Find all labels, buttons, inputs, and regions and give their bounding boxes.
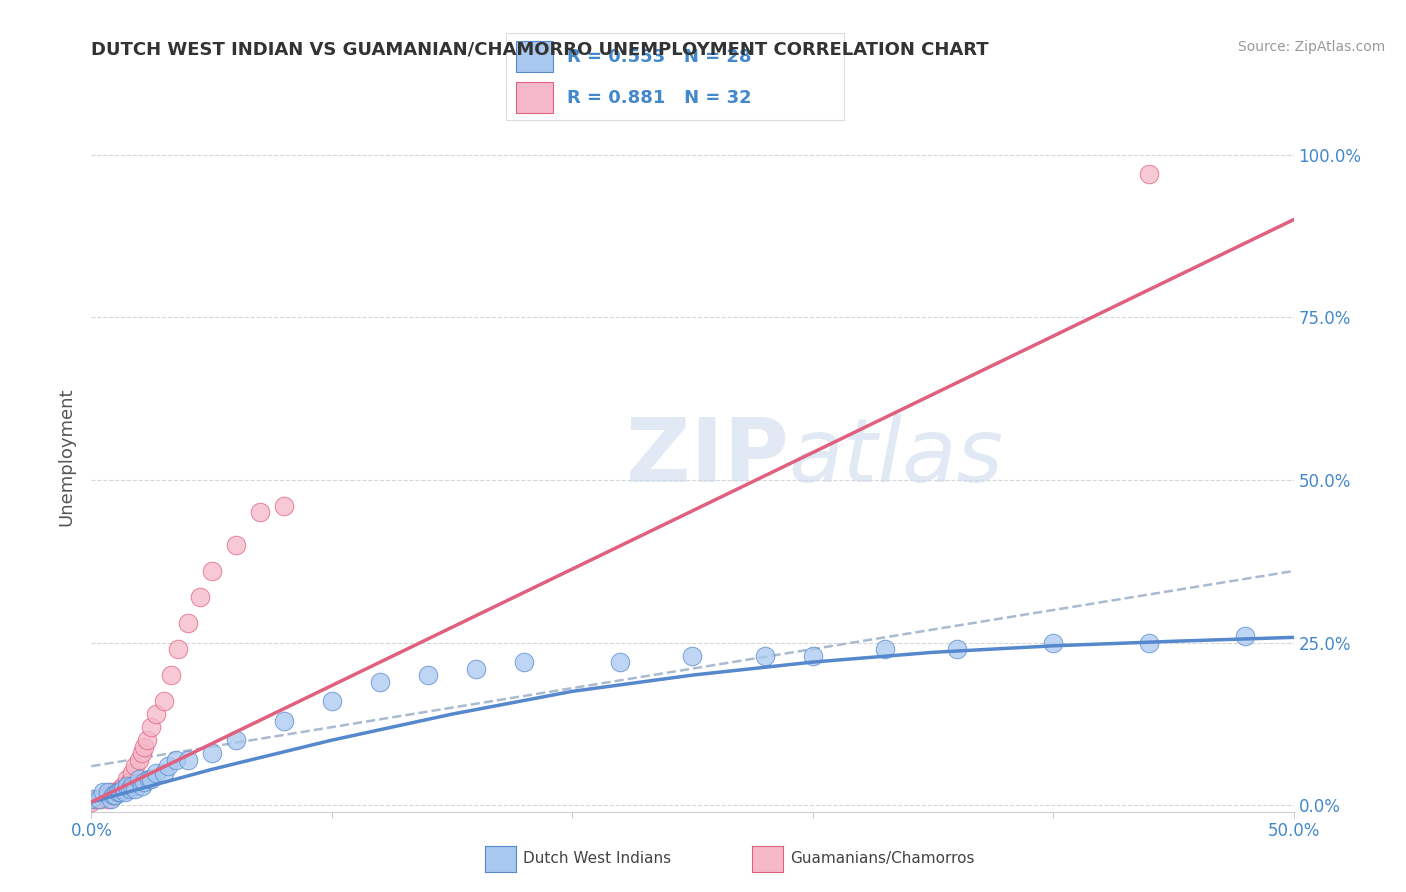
Point <box>157 759 180 773</box>
Point <box>1137 635 1160 649</box>
Y-axis label: Unemployment: Unemployment <box>58 388 76 526</box>
Text: ZIP: ZIP <box>626 414 789 500</box>
Point <box>104 789 127 803</box>
Point <box>87 791 110 805</box>
Point <box>117 772 139 787</box>
Point <box>273 499 295 513</box>
Point <box>176 753 198 767</box>
Point <box>249 505 271 519</box>
Point <box>141 720 163 734</box>
Point <box>80 795 103 809</box>
Point <box>97 791 120 805</box>
Text: atlas: atlas <box>789 414 1004 500</box>
Point <box>167 642 190 657</box>
Point <box>159 668 181 682</box>
Point <box>107 785 129 799</box>
Point <box>128 772 150 787</box>
Point <box>121 779 143 793</box>
Point <box>80 791 103 805</box>
Point <box>117 779 139 793</box>
Point <box>118 781 141 796</box>
Point <box>1137 167 1160 181</box>
Point <box>101 789 124 803</box>
Point <box>681 648 703 663</box>
Point <box>141 772 163 787</box>
Point <box>145 707 167 722</box>
Point <box>110 781 132 796</box>
Point <box>90 791 112 805</box>
Point <box>100 791 122 805</box>
Point <box>100 785 122 799</box>
Text: Source: ZipAtlas.com: Source: ZipAtlas.com <box>1237 40 1385 54</box>
Point <box>84 791 107 805</box>
Point <box>201 746 224 760</box>
Point <box>465 662 488 676</box>
Point <box>873 642 896 657</box>
Point <box>124 759 146 773</box>
Point <box>135 733 157 747</box>
Text: R = 0.553   N = 28: R = 0.553 N = 28 <box>567 47 751 66</box>
Point <box>1234 629 1257 643</box>
Point <box>138 772 160 787</box>
Point <box>97 785 120 799</box>
FancyBboxPatch shape <box>516 82 554 113</box>
Point <box>201 564 224 578</box>
Point <box>225 733 247 747</box>
Text: Dutch West Indians: Dutch West Indians <box>523 852 671 866</box>
Point <box>321 694 343 708</box>
Text: Guamanians/Chamorros: Guamanians/Chamorros <box>790 852 974 866</box>
Point <box>273 714 295 728</box>
Point <box>513 655 536 669</box>
Point <box>111 781 134 796</box>
Point <box>165 753 187 767</box>
Point <box>94 789 117 803</box>
Point <box>131 746 153 760</box>
Point <box>124 781 146 796</box>
FancyBboxPatch shape <box>516 41 554 72</box>
Point <box>101 789 124 803</box>
Point <box>176 615 198 630</box>
Point <box>128 753 150 767</box>
Point <box>609 655 631 669</box>
Text: R = 0.881   N = 32: R = 0.881 N = 32 <box>567 88 752 107</box>
Point <box>131 779 153 793</box>
Point <box>225 538 247 552</box>
Point <box>368 674 391 689</box>
Point <box>1042 635 1064 649</box>
Point <box>188 590 211 604</box>
Point <box>107 785 129 799</box>
Point <box>754 648 776 663</box>
Point <box>152 694 174 708</box>
Point <box>801 648 824 663</box>
Point <box>110 785 132 799</box>
Point <box>946 642 969 657</box>
Point <box>152 765 174 780</box>
Text: DUTCH WEST INDIAN VS GUAMANIAN/CHAMORRO UNEMPLOYMENT CORRELATION CHART: DUTCH WEST INDIAN VS GUAMANIAN/CHAMORRO … <box>91 40 988 58</box>
Point <box>93 785 115 799</box>
Point <box>134 775 156 789</box>
Point <box>118 775 141 789</box>
Point <box>416 668 439 682</box>
Point <box>145 765 167 780</box>
Point <box>111 779 134 793</box>
Point <box>104 785 127 799</box>
Point <box>134 739 156 754</box>
Point <box>121 765 143 780</box>
Point <box>114 785 136 799</box>
Point <box>114 781 136 796</box>
